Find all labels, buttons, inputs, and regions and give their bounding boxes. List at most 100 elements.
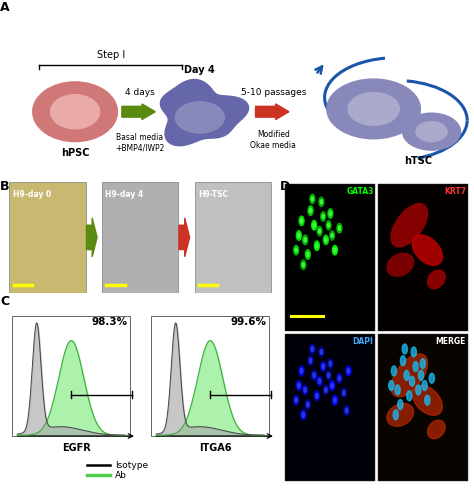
Ellipse shape	[392, 366, 397, 376]
FancyBboxPatch shape	[9, 182, 86, 293]
Text: B: B	[0, 180, 9, 192]
Ellipse shape	[329, 361, 332, 366]
Ellipse shape	[327, 79, 420, 139]
Ellipse shape	[308, 356, 313, 366]
FancyBboxPatch shape	[285, 335, 375, 481]
Ellipse shape	[327, 373, 330, 378]
Ellipse shape	[429, 373, 435, 383]
Text: hTSC: hTSC	[404, 156, 432, 166]
Ellipse shape	[322, 215, 324, 218]
Ellipse shape	[402, 113, 461, 150]
Ellipse shape	[304, 238, 306, 242]
Ellipse shape	[293, 395, 299, 405]
Ellipse shape	[320, 349, 323, 354]
Ellipse shape	[305, 250, 310, 259]
Ellipse shape	[331, 383, 334, 388]
Ellipse shape	[298, 383, 300, 388]
Text: Basal media
+BMP4/IWP2: Basal media +BMP4/IWP2	[115, 133, 164, 153]
Ellipse shape	[341, 388, 346, 398]
Ellipse shape	[314, 241, 319, 250]
Ellipse shape	[322, 364, 325, 369]
Ellipse shape	[325, 387, 327, 393]
Text: 5-10 passages: 5-10 passages	[241, 88, 306, 97]
Ellipse shape	[402, 344, 408, 354]
Ellipse shape	[410, 376, 415, 386]
Ellipse shape	[319, 347, 324, 357]
Ellipse shape	[319, 197, 324, 207]
Ellipse shape	[346, 366, 351, 376]
Ellipse shape	[331, 233, 333, 238]
Ellipse shape	[302, 385, 308, 395]
Ellipse shape	[299, 366, 304, 376]
FancyBboxPatch shape	[194, 182, 271, 293]
Ellipse shape	[407, 391, 412, 401]
Text: DAPI: DAPI	[353, 338, 374, 346]
Text: H9-day 0: H9-day 0	[13, 190, 51, 199]
FancyArrow shape	[122, 104, 155, 120]
Text: H9-day 4: H9-day 4	[105, 190, 144, 199]
Ellipse shape	[305, 400, 310, 409]
Ellipse shape	[425, 395, 430, 405]
Ellipse shape	[308, 206, 313, 215]
FancyBboxPatch shape	[285, 184, 375, 331]
Ellipse shape	[334, 248, 336, 252]
Ellipse shape	[299, 216, 304, 226]
Ellipse shape	[328, 359, 333, 369]
FancyArrow shape	[86, 218, 97, 257]
Ellipse shape	[301, 260, 306, 270]
Ellipse shape	[303, 235, 308, 245]
Text: Isotype: Isotype	[115, 461, 148, 470]
Text: ITGA6: ITGA6	[199, 443, 232, 454]
Ellipse shape	[313, 223, 315, 227]
FancyBboxPatch shape	[151, 316, 269, 436]
Text: 98.3%: 98.3%	[92, 317, 128, 327]
Ellipse shape	[323, 385, 328, 395]
Ellipse shape	[323, 235, 328, 245]
FancyArrow shape	[255, 104, 289, 120]
Ellipse shape	[319, 229, 321, 233]
Text: Step I: Step I	[97, 50, 125, 61]
Ellipse shape	[318, 379, 321, 384]
Ellipse shape	[301, 218, 303, 223]
Ellipse shape	[320, 200, 322, 204]
Ellipse shape	[412, 385, 442, 415]
Ellipse shape	[395, 385, 400, 395]
Ellipse shape	[294, 246, 299, 255]
Ellipse shape	[320, 362, 326, 371]
Text: Ab: Ab	[115, 471, 127, 480]
Text: EGFR: EGFR	[62, 443, 91, 454]
Ellipse shape	[321, 212, 326, 221]
Ellipse shape	[328, 223, 330, 227]
Ellipse shape	[311, 346, 314, 352]
Text: 4 days: 4 days	[125, 88, 155, 97]
Ellipse shape	[334, 398, 336, 403]
Ellipse shape	[428, 270, 445, 289]
Ellipse shape	[295, 398, 298, 403]
Ellipse shape	[310, 194, 315, 204]
Text: H9-TSC: H9-TSC	[198, 190, 228, 199]
Ellipse shape	[387, 253, 414, 276]
Text: C: C	[0, 295, 9, 308]
Ellipse shape	[311, 370, 317, 380]
FancyBboxPatch shape	[12, 316, 130, 436]
Ellipse shape	[416, 385, 421, 395]
Ellipse shape	[296, 231, 301, 240]
Ellipse shape	[389, 381, 394, 391]
Ellipse shape	[307, 252, 309, 257]
Ellipse shape	[317, 226, 322, 236]
Text: Modified
Okae media: Modified Okae media	[250, 130, 296, 150]
Ellipse shape	[317, 376, 322, 386]
Ellipse shape	[416, 122, 447, 142]
Ellipse shape	[413, 362, 418, 371]
Ellipse shape	[347, 369, 350, 373]
Ellipse shape	[316, 244, 318, 248]
Ellipse shape	[419, 370, 424, 380]
Ellipse shape	[393, 410, 398, 420]
Ellipse shape	[326, 220, 331, 230]
FancyBboxPatch shape	[378, 184, 468, 331]
Ellipse shape	[411, 347, 417, 357]
Ellipse shape	[337, 223, 342, 233]
Ellipse shape	[316, 393, 318, 399]
Ellipse shape	[332, 395, 337, 405]
Ellipse shape	[338, 226, 340, 230]
